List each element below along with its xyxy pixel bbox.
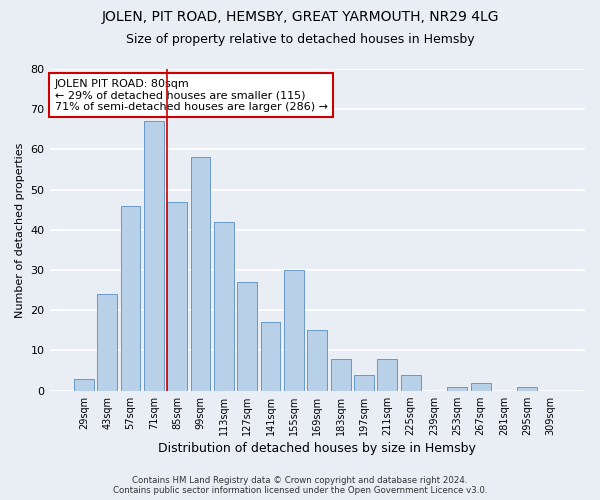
Bar [121, 206, 140, 390]
Bar [401, 374, 421, 390]
Y-axis label: Number of detached properties: Number of detached properties [15, 142, 25, 318]
Bar [307, 330, 327, 390]
Text: JOLEN, PIT ROAD, HEMSBY, GREAT YARMOUTH, NR29 4LG: JOLEN, PIT ROAD, HEMSBY, GREAT YARMOUTH,… [101, 10, 499, 24]
Bar [191, 158, 211, 390]
X-axis label: Distribution of detached houses by size in Hemsby: Distribution of detached houses by size … [158, 442, 476, 455]
Bar [97, 294, 117, 390]
Bar [74, 378, 94, 390]
Bar [238, 282, 257, 391]
Bar [214, 222, 234, 390]
Bar [331, 358, 350, 390]
Bar [517, 386, 538, 390]
Text: Contains HM Land Registry data © Crown copyright and database right 2024.
Contai: Contains HM Land Registry data © Crown c… [113, 476, 487, 495]
Bar [471, 382, 491, 390]
Bar [377, 358, 397, 390]
Text: JOLEN PIT ROAD: 80sqm
← 29% of detached houses are smaller (115)
71% of semi-det: JOLEN PIT ROAD: 80sqm ← 29% of detached … [55, 78, 328, 112]
Bar [144, 122, 164, 390]
Bar [284, 270, 304, 390]
Text: Size of property relative to detached houses in Hemsby: Size of property relative to detached ho… [125, 32, 475, 46]
Bar [354, 374, 374, 390]
Bar [167, 202, 187, 390]
Bar [260, 322, 280, 390]
Bar [448, 386, 467, 390]
